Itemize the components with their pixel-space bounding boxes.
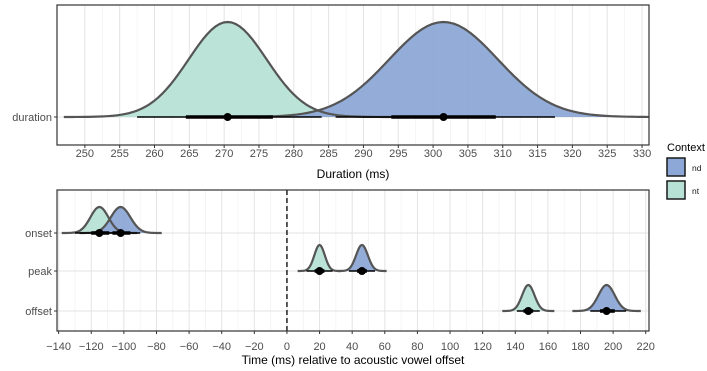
x-tick-label: 220 [637, 341, 655, 353]
point-estimate-nd-duration [439, 113, 448, 121]
timing-panel: −140 −120 −100 −80 −60 −40 −20 0 20 40 60 80 100 120 1… [25, 189, 655, 367]
density-fill-nd-duration [215, 22, 649, 117]
density-outline-nt-offset [501, 283, 555, 313]
legend-key-nt [666, 180, 686, 200]
point-estimate-nt-offset [524, 307, 533, 315]
x-tick-label: 120 [473, 341, 491, 353]
x-tick-label: 295 [389, 148, 407, 160]
x-tick-label: 250 [76, 148, 94, 160]
legend-label-nt: nt [692, 186, 700, 196]
point-estimate-nd-offset [602, 307, 611, 315]
legend-key-nd [666, 157, 686, 177]
density-fill-nt-offset [502, 285, 555, 311]
point-estimate-nt-duration [223, 113, 232, 121]
panel-border [56, 189, 650, 332]
x-tick-label: 285 [319, 148, 337, 160]
x-tick-label: −140 [46, 341, 71, 353]
x-tick-label: 300 [424, 148, 442, 160]
x-tick-label: 330 [633, 148, 651, 160]
density-fill-nt-peak [297, 245, 342, 271]
x-tick-label: 265 [180, 148, 198, 160]
y-row-label-onset: onset [25, 228, 52, 240]
density-outline-nd-duration [215, 20, 650, 119]
x-tick-label: −20 [245, 341, 264, 353]
density-fill-nd-onset [79, 207, 162, 233]
density-fill-nt-duration [63, 22, 392, 117]
x-tick-label: −80 [147, 341, 166, 353]
panel-border [56, 4, 650, 146]
x-tick-label: 270 [215, 148, 233, 160]
x-axis-title: Duration (ms) [317, 167, 390, 181]
legend-label-nd: nd [692, 163, 702, 173]
x-tick-label: −60 [180, 341, 199, 353]
x-tick-label: 275 [250, 148, 268, 160]
x-tick-label: 20 [313, 341, 325, 353]
duration-panel: 250 255 260 265 270 275 280 285 290 295 300 305 310 3… [12, 4, 651, 181]
density-fill-nd-offset [572, 285, 641, 311]
density-outline-nt-peak [297, 243, 343, 273]
y-row-label-duration: duration [12, 112, 52, 124]
x-tick-label: −120 [79, 341, 104, 353]
x-tick-label: 290 [354, 148, 372, 160]
x-tick-label: 0 [284, 341, 290, 353]
panel-background [57, 5, 649, 145]
x-axis-title: Time (ms) relative to acoustic vowel off… [242, 353, 465, 367]
x-tick-label: 325 [598, 148, 616, 160]
x-tick-label: 200 [604, 341, 622, 353]
x-tick-label: 310 [494, 148, 512, 160]
density-fill-nt-onset [61, 207, 138, 233]
density-fill-nd-peak [337, 245, 387, 271]
x-tick-label: 305 [459, 148, 477, 160]
point-estimate-nt-peak [315, 267, 324, 275]
x-tick-label: −100 [111, 341, 136, 353]
point-estimate-nd-onset [116, 229, 125, 237]
density-outline-nd-offset [572, 283, 642, 313]
point-estimate-nd-peak [357, 267, 366, 275]
x-tick-label: 100 [441, 341, 459, 353]
x-tick-label: 60 [379, 341, 391, 353]
x-tick-label: 315 [528, 148, 546, 160]
x-tick-label: 320 [563, 148, 581, 160]
legend: Context nd nt [666, 142, 705, 200]
density-outline-nt-duration [63, 20, 392, 119]
x-tick-label: 260 [145, 148, 163, 160]
x-tick-label: −40 [212, 341, 231, 353]
legend-title: Context [667, 142, 705, 154]
x-tick-label: 80 [411, 341, 423, 353]
x-tick-label: 140 [506, 341, 524, 353]
x-tick-label: 280 [285, 148, 303, 160]
x-tick-label: 160 [539, 341, 557, 353]
x-tick-label: 40 [346, 341, 358, 353]
y-row-label-offset: offset [25, 306, 52, 318]
y-row-label-peak: peak [28, 266, 52, 278]
x-tick-label: 180 [571, 341, 589, 353]
density-outline-nd-peak [336, 243, 388, 273]
x-tick-label: 255 [111, 148, 129, 160]
